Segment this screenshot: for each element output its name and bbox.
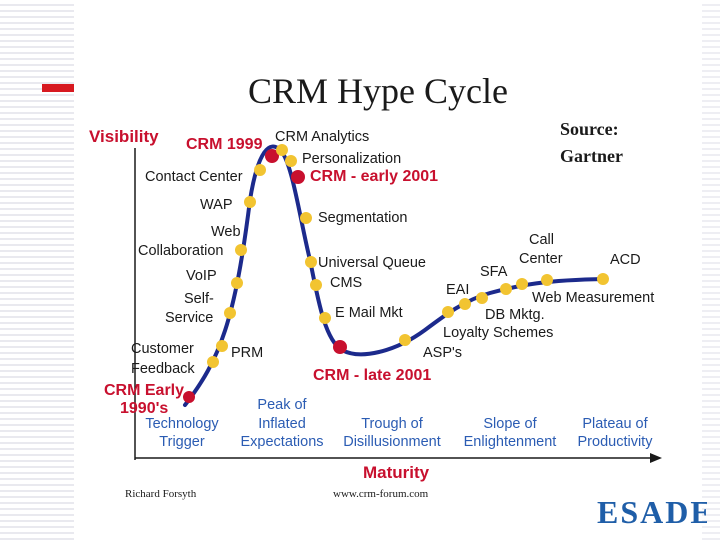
- self-service-label-line2: Service: [165, 310, 213, 326]
- crm-late-2001-label: CRM - late 2001: [313, 367, 431, 384]
- email-mkt-label: E Mail Mkt: [335, 305, 403, 321]
- cms-dot: [310, 279, 322, 291]
- eai-dot: [442, 306, 454, 318]
- footer-author: Richard Forsyth: [125, 488, 197, 500]
- right-stripe-decoration: [702, 0, 720, 540]
- red-accent-bar: [42, 84, 74, 92]
- email-mkt-dot: [319, 312, 331, 324]
- crm-early-1990s-dot: [183, 391, 195, 403]
- call-center-label-line2: Center: [519, 251, 563, 267]
- crm-early-1990s-label-line1: CRM Early: [104, 382, 184, 399]
- crm-1999-label: CRM 1999: [186, 136, 263, 153]
- eai-label: EAI: [446, 282, 469, 298]
- wap-dot: [244, 196, 256, 208]
- sfa-dot: [500, 283, 512, 295]
- segmentation-label: Segmentation: [318, 210, 407, 226]
- web-measurement-dot: [516, 278, 528, 290]
- web-collaboration-dot: [235, 244, 247, 256]
- web-collaboration-label-line1: Web: [211, 224, 241, 240]
- cms-label: CMS: [330, 275, 362, 291]
- loyalty-schemes-dot: [459, 298, 471, 310]
- crm-early-2001-label: CRM - early 2001: [310, 168, 438, 185]
- web-collaboration-label-line2: Collaboration: [138, 243, 223, 259]
- crm-early-2001-dot: [291, 170, 305, 184]
- customer-feedback-label-line2: Feedback: [131, 361, 195, 377]
- web-measurement-label: Web Measurement: [532, 290, 654, 306]
- phase-trough-line1: Trough of: [361, 416, 423, 432]
- voip-dot: [231, 277, 243, 289]
- wap-label: WAP: [200, 197, 233, 213]
- phase-plateau-line2: Productivity: [578, 434, 654, 450]
- universal-queue-label: Universal Queue: [318, 255, 426, 271]
- slide-panel: [74, 0, 702, 520]
- source-name: Gartner: [560, 146, 623, 166]
- acd-label: ACD: [610, 252, 641, 268]
- crm-analytics-dot: [276, 144, 288, 156]
- slide-title: CRM Hype Cycle: [248, 71, 508, 111]
- crm-1999-dot: [265, 149, 279, 163]
- phase-trigger-line1: Technology: [145, 416, 219, 432]
- crm-early-1990s-label-line2: 1990's: [120, 400, 168, 417]
- self-service-dot: [224, 307, 236, 319]
- phase-peak-line2: Inflated: [258, 416, 306, 432]
- prm-dot: [216, 340, 228, 352]
- phase-trough-line2: Disillusionment: [343, 434, 441, 450]
- phase-plateau-line1: Plateau of: [582, 416, 648, 432]
- universal-queue-dot: [305, 256, 317, 268]
- esade-logo: ESADE: [597, 497, 707, 527]
- x-axis-label: Maturity: [363, 463, 430, 482]
- db-mktg-label: DB Mktg.: [485, 307, 545, 323]
- customer-feedback-dot: [207, 356, 219, 368]
- phase-slope-line2: Enlightenment: [464, 434, 557, 450]
- source-label: Source:: [560, 119, 619, 139]
- personalization-dot: [285, 155, 297, 167]
- db-mktg-dot: [476, 292, 488, 304]
- phase-peak-line1: Peak of: [257, 397, 307, 413]
- contact-center-label: Contact Center: [145, 169, 243, 185]
- phase-peak-line3: Expectations: [240, 434, 323, 450]
- voip-label: VoIP: [186, 268, 217, 284]
- x-axis-arrow: [650, 453, 662, 463]
- personalization-label: Personalization: [302, 151, 401, 167]
- loyalty-schemes-label: Loyalty Schemes: [443, 325, 553, 341]
- contact-center-dot: [254, 164, 266, 176]
- phase-slope-line1: Slope of: [483, 416, 537, 432]
- call-center-label-line1: Call: [529, 232, 554, 248]
- acd-dot: [597, 273, 609, 285]
- call-center-dot: [541, 274, 553, 286]
- asps-label: ASP's: [423, 345, 462, 361]
- y-axis-label: Visibility: [89, 127, 159, 146]
- sfa-label: SFA: [480, 264, 508, 280]
- self-service-label-line1: Self-: [184, 291, 214, 307]
- crm-analytics-label: CRM Analytics: [275, 129, 369, 145]
- prm-label: PRM: [231, 345, 263, 361]
- crm-late-2001-dot: [333, 340, 347, 354]
- customer-feedback-label-line1: Customer: [131, 341, 194, 357]
- footer-website: www.crm-forum.com: [333, 488, 429, 500]
- asps-dot: [399, 334, 411, 346]
- phase-trigger-line2: Trigger: [159, 434, 205, 450]
- segmentation-dot: [300, 212, 312, 224]
